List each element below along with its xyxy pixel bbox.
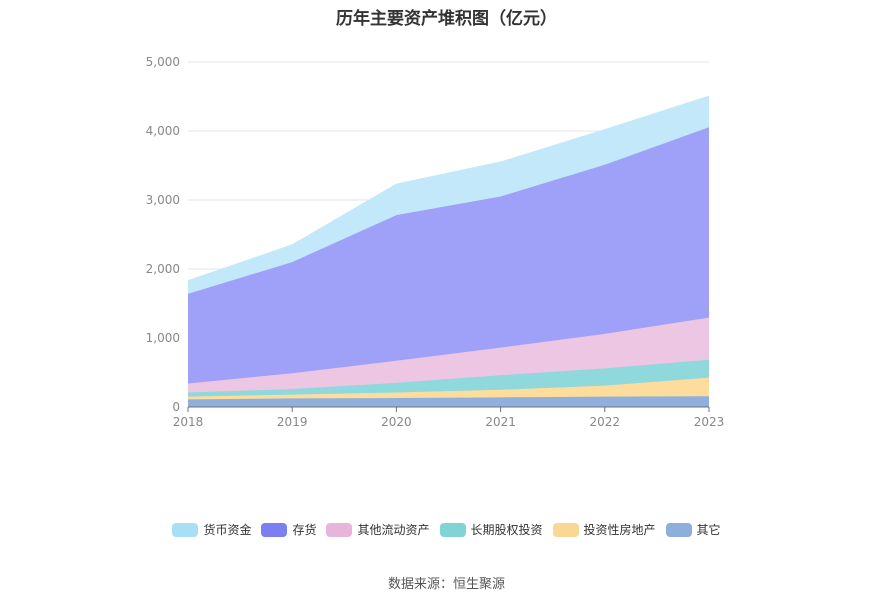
- legend-label: 存货: [292, 523, 317, 537]
- legend-swatch: [261, 522, 288, 537]
- area-series: [187, 95, 710, 407]
- area-投资性房地产: [188, 377, 709, 400]
- chart-title: 历年主要资产堆积图（亿元）: [336, 9, 557, 29]
- legend-label: 其他流动资产: [357, 523, 430, 537]
- legend-item[interactable]: 投资性房地产: [552, 521, 656, 538]
- x-tick-label: 2018: [173, 415, 204, 429]
- area-其它: [188, 396, 709, 407]
- y-tick-label: 2,000: [146, 262, 180, 276]
- y-tick-label: 0: [172, 400, 180, 414]
- legend-item[interactable]: 存货: [261, 521, 316, 538]
- legend-item[interactable]: 长期股权投资: [439, 521, 543, 538]
- area-edge-存货: [187, 126, 710, 295]
- y-tick-label: 1,000: [146, 331, 180, 345]
- legend: 货币资金 存货 其他流动资产 长期股权投资 投资性房地产 其它: [0, 521, 893, 538]
- y-tick-label: 3,000: [146, 193, 180, 207]
- axes: 0 1,000 2,000 3,000 4,000 5,000 2018 2019 2020 20…: [146, 55, 725, 429]
- legend-swatch: [552, 522, 579, 537]
- area-其他流动资产: [188, 317, 709, 393]
- y-tick-label: 4,000: [146, 124, 180, 138]
- x-tick-label: 2020: [381, 415, 412, 429]
- legend-item[interactable]: 其他流动资产: [326, 521, 430, 538]
- area-edge-货币资金: [187, 95, 710, 282]
- area-存货: [188, 127, 709, 384]
- x-tick-label: 2019: [277, 415, 308, 429]
- area-长期股权投资: [188, 359, 709, 397]
- legend-swatch: [326, 522, 353, 537]
- x-tick-label: 2022: [590, 415, 621, 429]
- legend-item[interactable]: 货币资金: [172, 521, 251, 538]
- x-tick-label: 2021: [485, 415, 516, 429]
- x-tick-label: 2023: [694, 415, 725, 429]
- data-source: 数据来源：恒生聚源: [387, 577, 505, 592]
- legend-swatch: [665, 522, 692, 537]
- legend-swatch: [172, 522, 199, 537]
- area-货币资金: [188, 96, 709, 294]
- y-tick-label: 5,000: [146, 55, 180, 69]
- legend-swatch: [439, 522, 466, 537]
- legend-label: 投资性房地产: [583, 523, 656, 537]
- legend-label: 长期股权投资: [470, 523, 543, 537]
- legend-item[interactable]: 其它: [665, 521, 721, 538]
- legend-label: 其它: [696, 523, 721, 537]
- legend-label: 货币资金: [203, 523, 252, 537]
